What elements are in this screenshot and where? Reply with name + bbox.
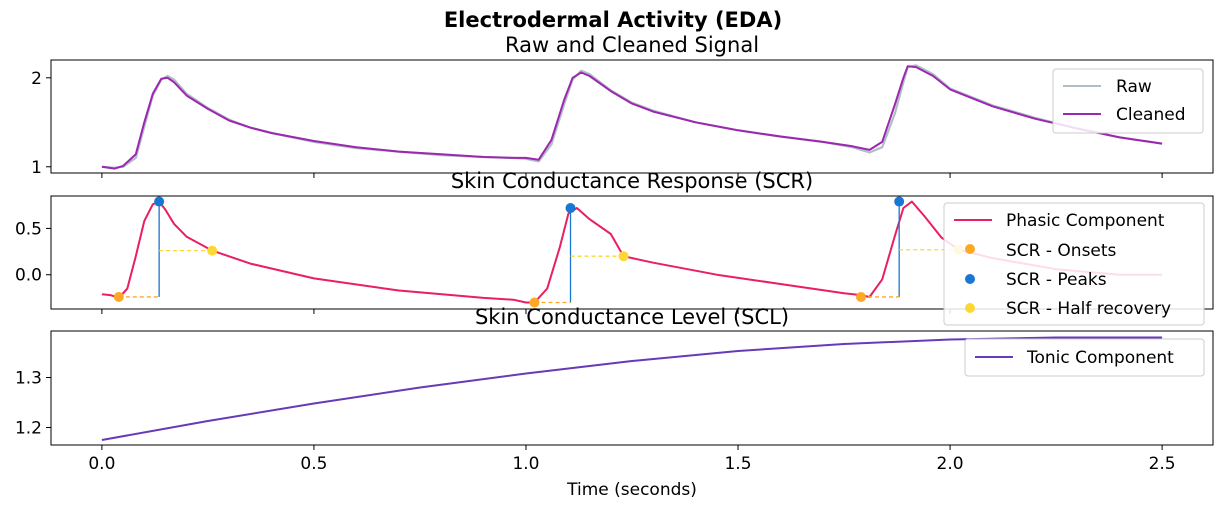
figure-suptitle: Electrodermal Activity (EDA) [444, 8, 782, 32]
panel-raw-cleaned-plot [101, 64, 1163, 170]
y-tick-label: 1.3 [15, 369, 42, 389]
legend-half-recovery-label: SCR - Half recovery [1006, 299, 1171, 319]
legend-peaks-marker [965, 274, 975, 284]
legend-raw-label: Raw [1116, 77, 1152, 97]
x-tick-label: 0.0 [88, 454, 115, 474]
y-tick-label: 0.0 [15, 266, 42, 286]
scr-peak-point [894, 196, 905, 207]
panel-scr: Skin Conductance Response (SCR) 0.0 0.5 P… [15, 169, 1214, 326]
legend-half-recovery-marker [965, 303, 975, 313]
panel-scr-plot [101, 196, 1163, 308]
scr-onset-point [113, 291, 124, 302]
panel-title-scr: Skin Conductance Response (SCR) [451, 169, 813, 193]
panel-raw-cleaned: Raw and Cleaned Signal 12 Raw Cleaned [31, 33, 1214, 178]
legend-scl: Tonic Component [964, 338, 1205, 377]
scr-onset-point [856, 291, 867, 302]
x-tick-label: 1.0 [512, 454, 539, 474]
y-tick-label: 1 [31, 158, 42, 178]
scr-peak-point [154, 196, 165, 207]
series-cleaned-line [101, 65, 1163, 170]
y-tick-label: 2 [31, 69, 42, 89]
panel-raw-cleaned-ticks: 12 [31, 69, 1163, 178]
x-axis-label: Time (seconds) [566, 480, 697, 500]
series-raw-line [101, 64, 1163, 169]
legend-onsets-label: SCR - Onsets [1006, 241, 1117, 261]
legend-scr: Phasic Component SCR - Onsets SCR - Peak… [943, 202, 1205, 326]
panel-scl-frame [50, 330, 1214, 446]
x-tick-label: 1.5 [724, 454, 751, 474]
panel-scl: Skin Conductance Level (SCL) 0.0 0.5 1.0 1.… [15, 305, 1214, 475]
legend-phasic-label: Phasic Component [1006, 211, 1165, 231]
y-tick-label: 0.5 [15, 219, 42, 239]
legend-cleaned-label: Cleaned [1116, 105, 1186, 125]
x-tick-label: 0.5 [300, 454, 327, 474]
scr-half-recovery-point [618, 251, 629, 262]
panel-title-raw-cleaned: Raw and Cleaned Signal [505, 33, 759, 57]
panel-raw-cleaned-frame [50, 59, 1214, 174]
x-tick-label: 2.0 [937, 454, 964, 474]
legend-tonic-label: Tonic Component [1026, 348, 1174, 368]
legend-onsets-marker [965, 244, 975, 254]
panel-title-scl: Skin Conductance Level (SCL) [475, 305, 789, 329]
legend-raw-cleaned: Raw Cleaned [1052, 68, 1204, 134]
panel-scl-ticks: 0.0 0.5 1.0 1.5 2.0 2.5 1.2 1.3 [15, 369, 1176, 475]
scr-onset-point [529, 297, 540, 308]
legend-peaks-label: SCR - Peaks [1006, 270, 1107, 290]
panel-scr-frame [50, 195, 1214, 310]
x-tick-label: 2.5 [1149, 454, 1176, 474]
scr-half-recovery-point [207, 245, 218, 256]
y-tick-label: 1.2 [15, 419, 42, 439]
panel-scr-ticks: 0.0 0.5 [15, 219, 1163, 314]
scr-peak-point [565, 203, 576, 214]
